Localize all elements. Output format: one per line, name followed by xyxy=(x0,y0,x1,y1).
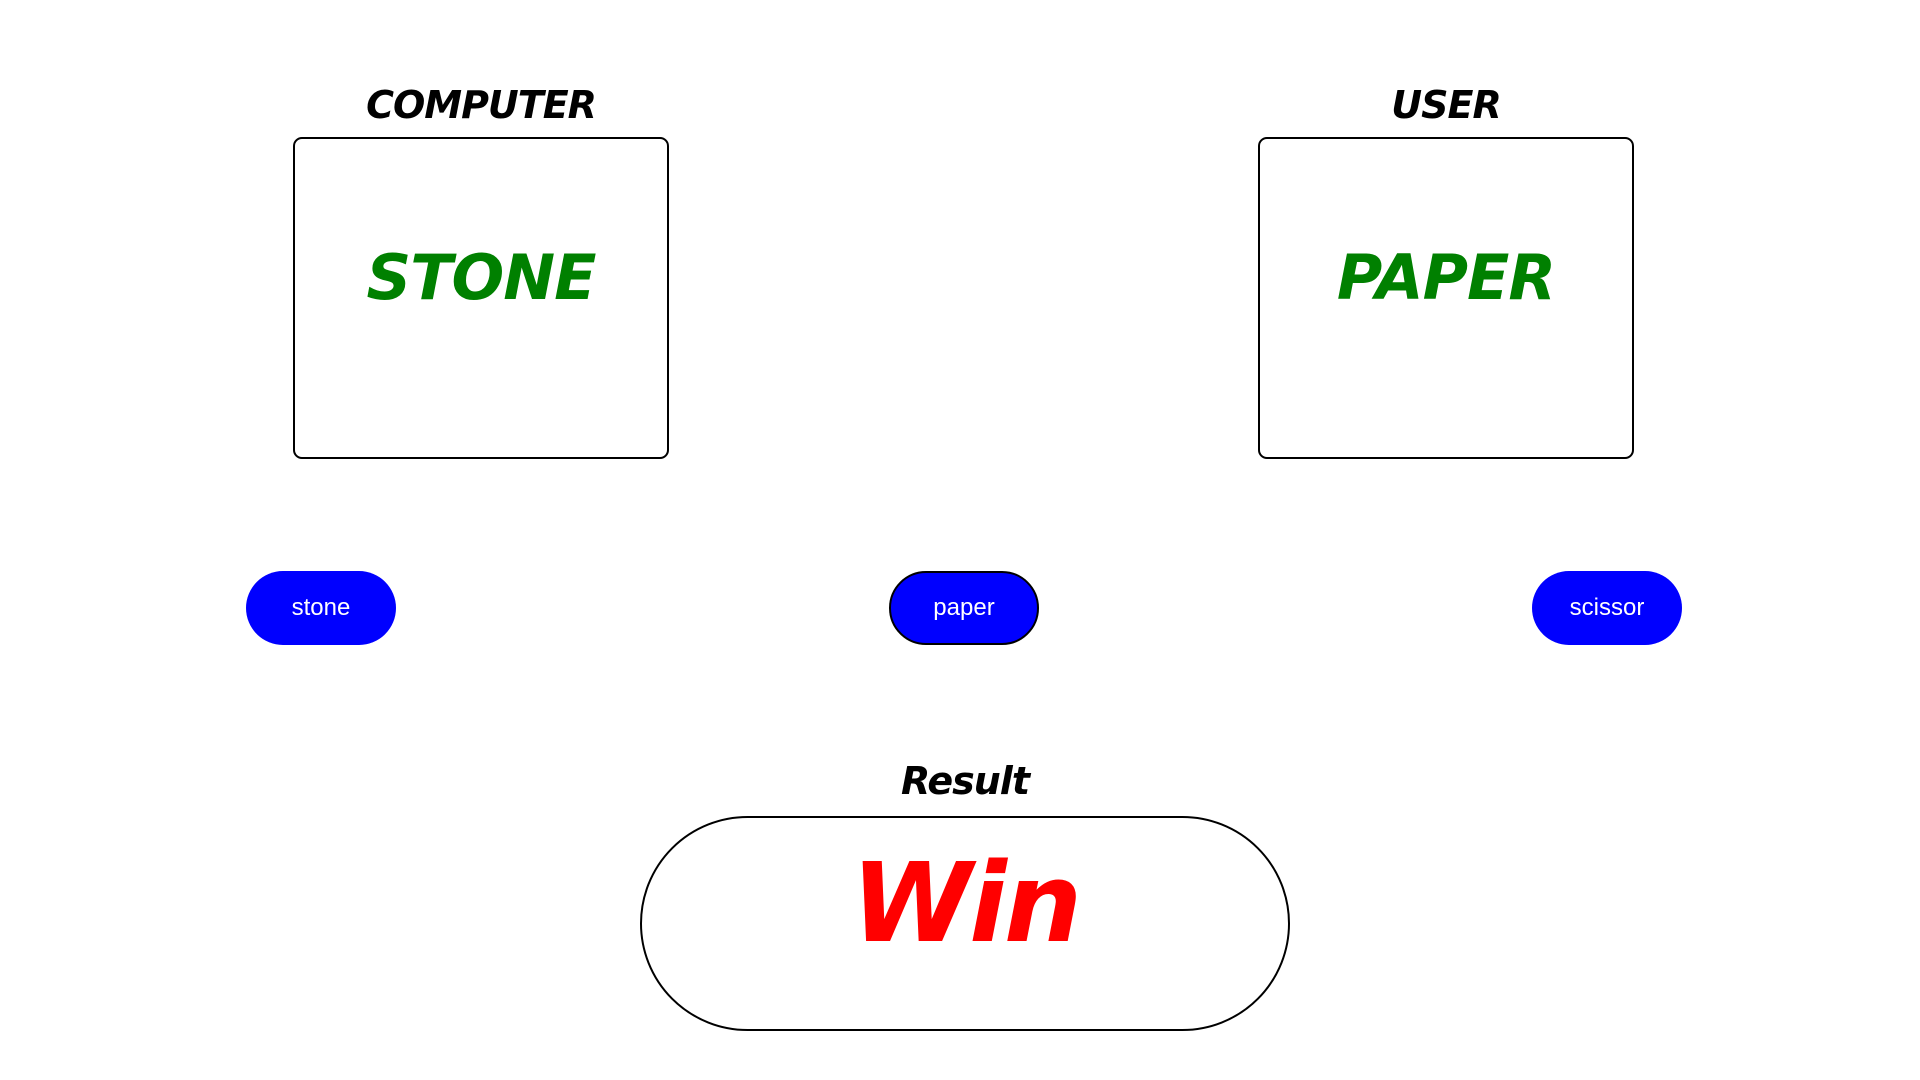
paper-button[interactable]: paper xyxy=(889,571,1039,645)
result-box: Win xyxy=(640,816,1290,1031)
computer-choice-box: STONE xyxy=(293,137,669,459)
stone-button[interactable]: stone xyxy=(246,571,396,645)
result-text: Win xyxy=(850,839,1082,967)
computer-choice-text: STONE xyxy=(366,241,597,314)
user-title: USER xyxy=(1391,83,1501,127)
user-choice-box: PAPER xyxy=(1258,137,1634,459)
user-choice-text: PAPER xyxy=(1336,241,1556,314)
result-title: Result xyxy=(900,759,1030,803)
computer-title: COMPUTER xyxy=(366,83,597,127)
scissor-button[interactable]: scissor xyxy=(1532,571,1682,645)
